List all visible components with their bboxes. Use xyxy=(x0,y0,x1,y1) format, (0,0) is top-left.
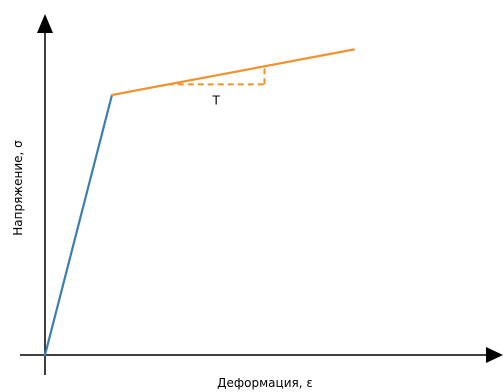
slope-label-1: T xyxy=(211,93,220,107)
annotation-layer: T xyxy=(167,66,266,107)
x-axis-label: Деформация, ε xyxy=(217,376,313,390)
y-axis-label: Напряжение, σ xyxy=(11,140,25,236)
y-axis-arrow-icon xyxy=(37,14,53,33)
series-layer xyxy=(43,48,355,357)
series-line-2 xyxy=(110,48,355,97)
series-line-1 xyxy=(43,93,114,357)
x-axis-arrow-icon xyxy=(486,347,503,363)
